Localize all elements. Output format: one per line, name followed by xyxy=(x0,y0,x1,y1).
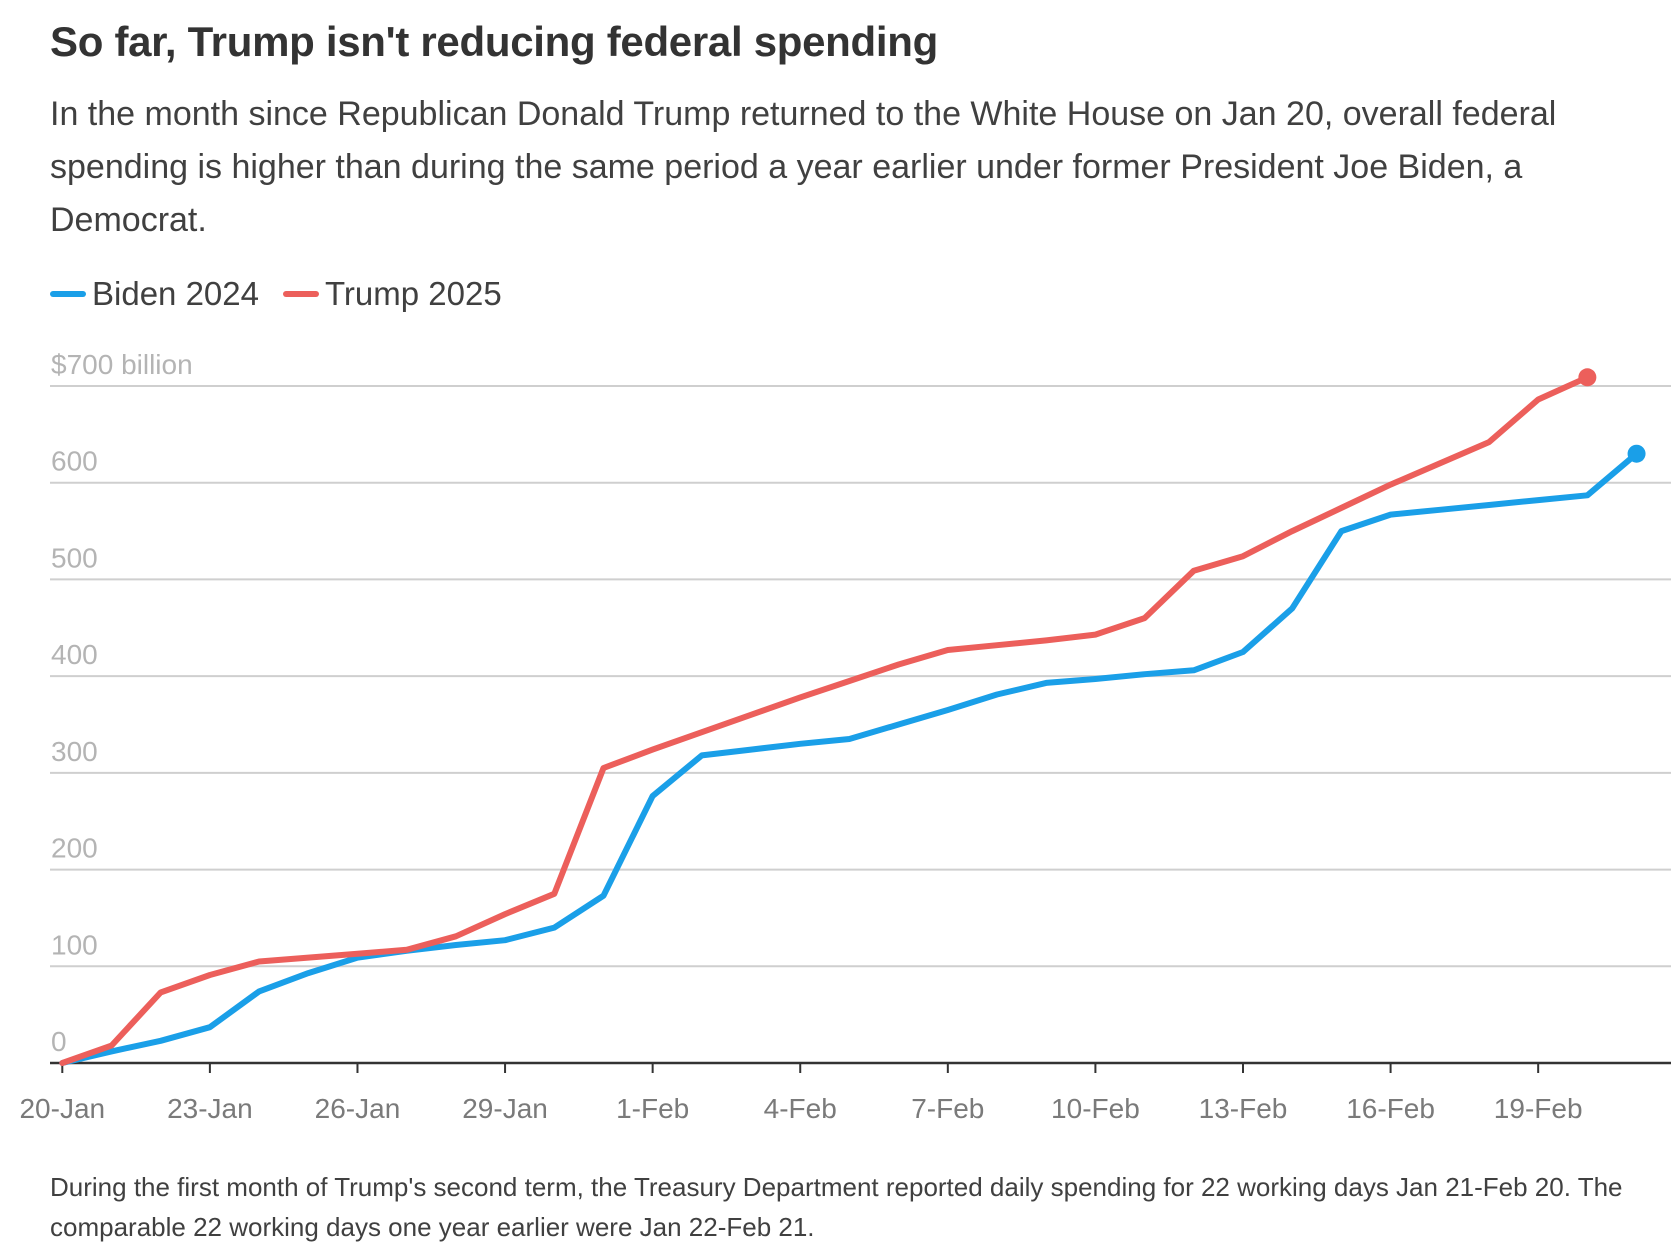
y-tick-label: 0 xyxy=(51,1026,67,1057)
series-lines xyxy=(59,368,1646,1066)
series-line-trump xyxy=(59,374,1591,1066)
y-tick-label: $700 billion xyxy=(51,349,193,380)
x-tick-label: 26-Jan xyxy=(315,1093,401,1124)
y-tick-label: 300 xyxy=(51,736,98,767)
x-tick-label: 4-Feb xyxy=(764,1093,837,1124)
series-line-biden xyxy=(59,450,1640,1066)
y-tick-label: 200 xyxy=(51,833,98,864)
legend-item-biden: Biden 2024 xyxy=(50,275,259,313)
x-tick-label: 20-Jan xyxy=(19,1093,105,1124)
x-tick-label: 19-Feb xyxy=(1494,1093,1583,1124)
legend-item-trump: Trump 2025 xyxy=(282,275,502,313)
x-axis: 20-Jan 23-Jan 26-Jan 29-Jan 1-Feb 4-Feb 7-Feb 1… xyxy=(19,1061,1671,1124)
legend-swatch-trump xyxy=(282,291,319,297)
x-tick-label: 1-Feb xyxy=(616,1093,689,1124)
x-tick-label: 7-Feb xyxy=(911,1093,984,1124)
y-axis-labels: 0 100 200 300 400 500 600 $700 billion xyxy=(51,349,193,1057)
legend-label-biden: Biden 2024 xyxy=(92,275,259,312)
y-tick-label: 500 xyxy=(51,542,98,573)
x-tick-label: 13-Feb xyxy=(1199,1093,1288,1124)
y-tick-label: 600 xyxy=(51,446,98,477)
x-tick-label: 29-Jan xyxy=(462,1093,548,1124)
y-tick-label: 400 xyxy=(51,639,98,670)
x-tick-label: 16-Feb xyxy=(1346,1093,1435,1124)
x-tick-label: 23-Jan xyxy=(167,1093,253,1124)
end-point-trump xyxy=(1578,368,1597,387)
chart-title: So far, Trump isn't reducing federal spe… xyxy=(50,18,938,65)
legend-label-trump: Trump 2025 xyxy=(324,275,502,312)
footnote: During the first month of Trump's second… xyxy=(50,1172,1623,1242)
legend: Biden 2024 Trump 2025 xyxy=(50,272,526,316)
legend-swatch-biden xyxy=(50,291,86,297)
end-point-biden xyxy=(1627,444,1646,463)
chart-subtitle: In the month since Republican Donald Tru… xyxy=(50,95,1557,239)
x-tick-label: 10-Feb xyxy=(1051,1093,1140,1124)
y-tick-label: 100 xyxy=(51,929,98,960)
